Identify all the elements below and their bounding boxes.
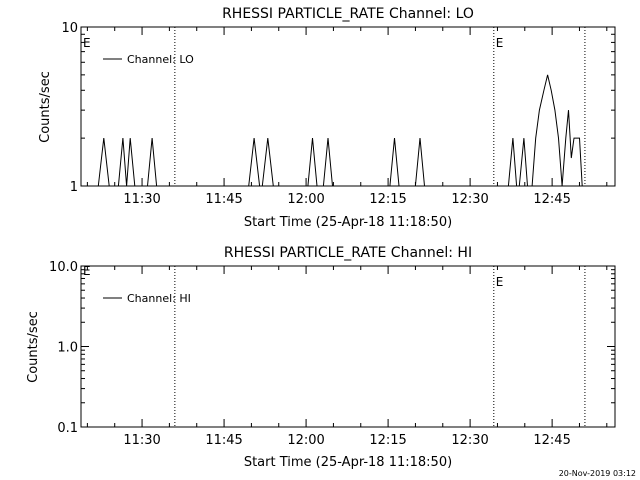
y-tick-label: 10.0 xyxy=(49,260,78,275)
x-tick-label: 12:45 xyxy=(533,192,570,207)
x-tick-label: 11:45 xyxy=(205,192,242,207)
series-group xyxy=(97,74,583,187)
footer-timestamp: 20-Nov-2019 03:12 xyxy=(559,469,636,478)
chart-title: RHESSI PARTICLE_RATE Channel: HI xyxy=(224,245,472,261)
vertical-markers: E xyxy=(174,266,586,427)
legend: Channel: HI xyxy=(103,292,191,305)
vertical-markers: E xyxy=(174,27,586,186)
y-ticks: 1 10 xyxy=(61,21,615,195)
x-tick-label: 12:30 xyxy=(451,433,488,448)
panel-hi: RHESSI PARTICLE_RATE Channel: HI Start T… xyxy=(26,245,616,470)
x-ticks: 11:30 11:45 12:00 12:15 12:30 12:45 xyxy=(86,27,608,207)
x-tick-label: 11:30 xyxy=(123,192,160,207)
x-tick-label: 11:45 xyxy=(205,433,242,448)
plot-area xyxy=(80,26,616,187)
event-marker-label: E xyxy=(496,36,504,50)
y-axis-label: Counts/sec xyxy=(26,311,41,383)
x-tick-label: 11:30 xyxy=(123,433,160,448)
y-ticks: 0.1 1.0 10.0 xyxy=(49,260,615,436)
x-ticks: 11:30 11:45 12:00 12:15 12:30 12:45 xyxy=(86,266,608,448)
x-axis-label: Start Time (25-Apr-18 11:18:50) xyxy=(244,455,452,470)
x-tick-label: 12:00 xyxy=(287,192,324,207)
x-tick-label: 12:30 xyxy=(451,192,488,207)
y-tick-label: 0.1 xyxy=(57,421,78,436)
y-tick-label: 1 xyxy=(70,180,78,195)
series-line xyxy=(97,74,583,187)
legend: Channel: LO xyxy=(103,53,194,66)
x-tick-label: 12:00 xyxy=(287,433,324,448)
x-tick-label: 12:45 xyxy=(533,433,570,448)
x-axis-label: Start Time (25-Apr-18 11:18:50) xyxy=(244,215,452,230)
x-tick-label: 12:15 xyxy=(369,433,406,448)
legend-entry: Channel: LO xyxy=(127,53,194,66)
corner-label: E xyxy=(83,36,91,50)
event-marker-label: E xyxy=(496,275,504,289)
corner-label: E xyxy=(83,264,91,278)
y-axis-label: Counts/sec xyxy=(38,71,53,143)
plot-area xyxy=(80,265,616,428)
x-tick-label: 12:15 xyxy=(369,192,406,207)
chart-title: RHESSI PARTICLE_RATE Channel: LO xyxy=(222,6,474,22)
y-tick-label: 1.0 xyxy=(57,341,78,356)
y-tick-label: 10 xyxy=(61,21,78,36)
panel-lo: RHESSI PARTICLE_RATE Channel: LO Start T… xyxy=(38,6,616,230)
legend-entry: Channel: HI xyxy=(127,292,191,305)
